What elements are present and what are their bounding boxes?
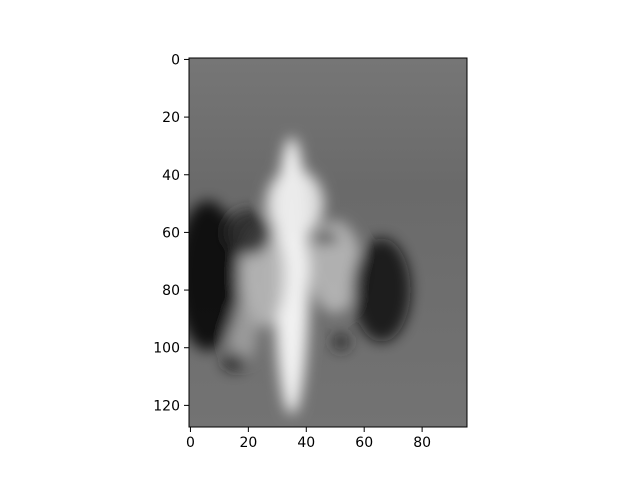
y-axis: 0 20 40 60 80 100 120	[153, 52, 189, 414]
heatmap-image	[176, 58, 467, 427]
heatmap-dark-region-9	[332, 333, 349, 350]
x-tick-label: 20	[239, 435, 257, 451]
x-tick-label: 80	[413, 435, 431, 451]
x-tick-label: 0	[186, 435, 195, 451]
heatmap-bright-region-1	[266, 169, 324, 238]
heatmap-dark-region-8	[222, 353, 245, 370]
y-tick-label: 60	[162, 225, 180, 241]
y-tick-label: 40	[162, 168, 180, 184]
heatmap-dark-region-6	[353, 238, 411, 342]
y-tick-label: 80	[162, 283, 180, 299]
x-tick-label: 60	[355, 435, 373, 451]
y-tick-label: 0	[171, 52, 180, 68]
y-tick-label: 20	[162, 110, 180, 126]
x-tick-label: 40	[297, 435, 315, 451]
y-tick-label: 100	[153, 341, 180, 357]
heatmap-dark-region-10	[315, 232, 338, 244]
x-axis: 0 20 40 60 80	[186, 427, 431, 451]
heatmap-dark-region-7	[225, 209, 271, 255]
y-tick-label: 120	[153, 398, 180, 414]
